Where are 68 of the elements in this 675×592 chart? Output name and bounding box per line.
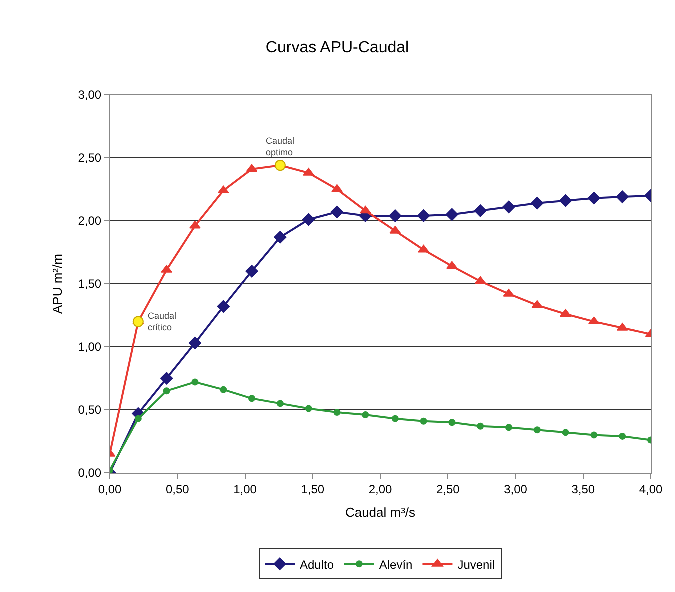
point: [562, 429, 570, 436]
point: [274, 160, 286, 172]
point: [417, 210, 430, 222]
x-tick-label: 0,50: [166, 482, 190, 496]
point: [532, 300, 544, 308]
point: [392, 415, 399, 422]
x-tick-label: 3,50: [572, 482, 596, 496]
legend-label: Alevín: [379, 558, 413, 572]
x-axis-title: Caudal m³/s: [345, 505, 416, 520]
point: [163, 388, 170, 395]
point: [274, 231, 287, 244]
point: [588, 192, 601, 205]
y-tick-label: 1,00: [78, 340, 102, 354]
point: [446, 208, 459, 222]
point: [192, 378, 199, 386]
point: [276, 400, 284, 408]
point: [132, 316, 144, 328]
point: [590, 432, 598, 439]
point: [477, 422, 484, 430]
legend-label: Juvenil: [458, 558, 496, 572]
point: [448, 419, 456, 426]
point: [389, 210, 402, 222]
point: [360, 206, 372, 214]
point: [588, 316, 600, 325]
point: [220, 386, 228, 394]
x-tick-label: 3,00: [504, 482, 528, 496]
y-tick-label: 1,50: [78, 277, 102, 292]
point: [474, 204, 487, 218]
point: [446, 261, 458, 270]
x-tick-label: 0,00: [98, 482, 122, 496]
point: [302, 213, 316, 226]
y-tick-label: 3,00: [78, 88, 102, 102]
point: [160, 372, 174, 385]
y-axis-title: APU m²/m: [50, 254, 66, 314]
point: [248, 395, 256, 402]
point: [616, 190, 629, 204]
point: [218, 186, 230, 194]
point: [362, 412, 370, 419]
point: [330, 206, 344, 219]
annotation: Caudal optimo: [266, 136, 295, 158]
x-tick-label: 4,00: [639, 482, 663, 496]
point: [134, 415, 142, 422]
point: [531, 197, 544, 210]
point: [418, 244, 430, 253]
point: [246, 164, 258, 172]
point: [188, 336, 202, 350]
point: [534, 426, 541, 434]
point: [246, 265, 258, 278]
chart-title: Curvas APU-Caudal: [266, 40, 410, 57]
x-tick-label: 2,00: [368, 482, 392, 496]
y-tick-label: 0,50: [78, 403, 102, 418]
point: [619, 432, 626, 440]
point: [505, 424, 512, 432]
y-tick-label: 2,50: [78, 151, 102, 166]
legend-label: Adulto: [300, 558, 334, 572]
point: [334, 409, 341, 416]
x-tick-label: 1,00: [234, 482, 258, 496]
point: [502, 200, 516, 214]
point: [474, 276, 486, 284]
annotation: Caudal crítico: [148, 311, 177, 333]
point: [217, 300, 230, 314]
point: [559, 194, 572, 208]
point: [420, 418, 428, 425]
y-tick-label: 0,00: [78, 466, 102, 480]
x-tick-label: 2,50: [436, 482, 460, 496]
y-tick-label: 2,00: [78, 214, 102, 228]
x-tick-label: 1,50: [301, 482, 325, 496]
point: [305, 405, 312, 412]
